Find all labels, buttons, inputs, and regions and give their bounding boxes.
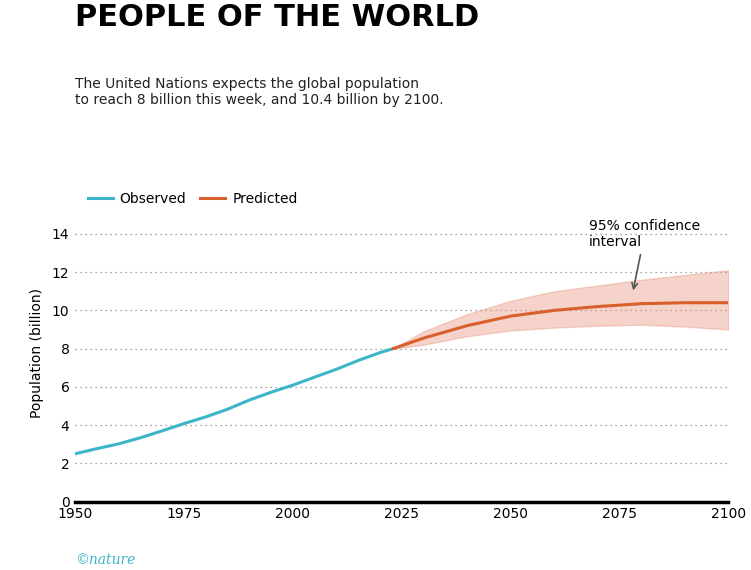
Text: ©nature: ©nature bbox=[75, 553, 135, 567]
Legend: Observed, Predicted: Observed, Predicted bbox=[82, 186, 303, 211]
Y-axis label: Population (billion): Population (billion) bbox=[29, 288, 44, 418]
Text: The United Nations expects the global population
to reach 8 billion this week, a: The United Nations expects the global po… bbox=[75, 77, 444, 107]
Text: PEOPLE OF THE WORLD: PEOPLE OF THE WORLD bbox=[75, 3, 479, 32]
Text: 95% confidence
interval: 95% confidence interval bbox=[589, 219, 700, 288]
